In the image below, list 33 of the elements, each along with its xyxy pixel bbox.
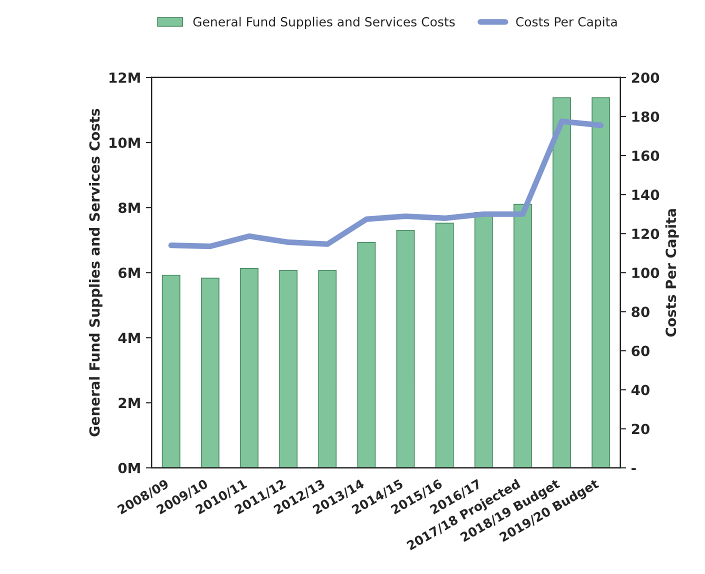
y-tick-label: 0M <box>118 462 140 474</box>
y-tick-label: 2M <box>118 398 140 408</box>
bar <box>552 97 572 468</box>
bar <box>396 230 415 468</box>
y2-tick-label: - <box>632 468 636 470</box>
y2-tick-label: 100 <box>632 268 660 278</box>
legend-label: General Fund Supplies and Services Costs <box>193 16 455 29</box>
y-tick-label: 12M <box>110 72 140 83</box>
y-axis-title: General Fund Supplies and Services Costs <box>89 108 102 436</box>
bar <box>200 278 220 468</box>
bar <box>357 242 376 468</box>
y2-axis-title: Costs Per Capita <box>665 209 679 337</box>
y-tick-label: 8M <box>118 202 140 214</box>
y2-tick-label: 140 <box>632 190 660 200</box>
bar <box>592 97 610 468</box>
bar <box>162 274 180 468</box>
y-tick-label: 10M <box>110 138 140 148</box>
y2-tick-label: 120 <box>632 228 660 240</box>
y2-tick-label: 200 <box>632 72 660 83</box>
legend-label: Costs Per Capita <box>516 16 617 29</box>
y2-tick-label: 60 <box>632 346 650 356</box>
y2-tick-label: 180 <box>632 111 660 122</box>
y2-tick-label: 80 <box>632 306 650 318</box>
y2-tick-label: 160 <box>632 150 660 162</box>
y2-tick-label: 20 <box>632 424 650 434</box>
y-tick-label: 6M <box>118 268 140 278</box>
bar <box>435 222 454 468</box>
y2-tick-label: 40 <box>631 384 650 396</box>
bar <box>318 270 337 468</box>
bar <box>279 270 298 468</box>
bar <box>240 268 258 468</box>
y-tick-label: 4M <box>118 332 140 343</box>
bar <box>514 204 532 468</box>
